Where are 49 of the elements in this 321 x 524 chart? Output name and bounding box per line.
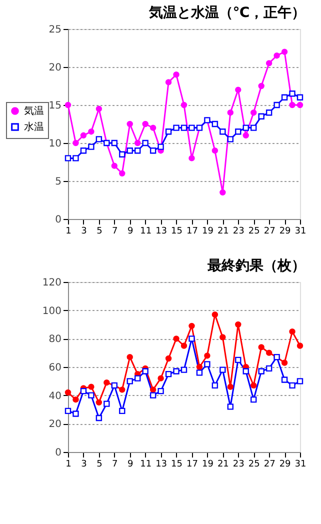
y-tick-label: 120 bbox=[42, 278, 62, 288]
x-tick-label: 9 bbox=[128, 226, 134, 236]
x-tick-label: 3 bbox=[81, 226, 87, 236]
y-tick-label: 80 bbox=[48, 334, 62, 346]
x-tick-label: 19 bbox=[202, 460, 214, 470]
x-tick-label: 11 bbox=[140, 226, 152, 236]
y-tick-label: 0 bbox=[55, 448, 62, 458]
x-tick-label: 29 bbox=[279, 226, 292, 236]
y-tick-label: 5 bbox=[55, 176, 62, 188]
x-tick-label: 7 bbox=[112, 460, 118, 470]
y-tick-label: 25 bbox=[48, 24, 62, 36]
x-tick-label: 21 bbox=[217, 460, 229, 470]
chart-title: 気温と水温（℃，正午） bbox=[148, 5, 306, 21]
x-tick-label: 29 bbox=[279, 460, 292, 470]
y-tick-label: 20 bbox=[48, 62, 62, 74]
y-tick-label: 0 bbox=[55, 214, 62, 226]
x-tick-label: 17 bbox=[186, 226, 198, 236]
x-tick-label: 7 bbox=[112, 226, 118, 236]
x-tick-label: 15 bbox=[171, 460, 182, 470]
x-tick-label: 3 bbox=[81, 460, 87, 470]
x-tick-label: 25 bbox=[248, 460, 260, 470]
y-tick-label: 10 bbox=[48, 138, 62, 150]
x-tick-label: 13 bbox=[156, 226, 168, 236]
x-tick-label: 1 bbox=[66, 226, 72, 236]
x-tick-label: 21 bbox=[217, 226, 229, 236]
y-tick-label: 20 bbox=[48, 419, 62, 430]
x-tick-label: 31 bbox=[294, 460, 306, 470]
chart-title: 最終釣果（枚） bbox=[206, 258, 306, 274]
x-tick-label: 27 bbox=[264, 460, 276, 470]
x-tick-label: 11 bbox=[140, 460, 152, 470]
x-tick-label: 23 bbox=[232, 460, 244, 470]
x-tick-label: 31 bbox=[294, 226, 306, 236]
x-tick-label: 25 bbox=[248, 226, 260, 236]
x-tick-label: 9 bbox=[128, 460, 134, 470]
x-tick-label: 15 bbox=[171, 226, 182, 236]
y-tick-label: 60 bbox=[48, 362, 62, 374]
y-tick-label: 100 bbox=[42, 306, 62, 317]
x-tick-label: 1 bbox=[66, 460, 72, 470]
y-tick-label: 40 bbox=[48, 390, 62, 402]
x-tick-label: 17 bbox=[186, 460, 198, 470]
x-tick-label: 5 bbox=[96, 226, 102, 236]
x-tick-label: 27 bbox=[264, 226, 276, 236]
x-tick-label: 13 bbox=[156, 460, 168, 470]
legend-label: 気温 bbox=[24, 105, 44, 117]
x-tick-label: 19 bbox=[202, 226, 214, 236]
y-tick-label: 15 bbox=[48, 100, 62, 112]
legend-label: 水温 bbox=[24, 121, 44, 133]
x-tick-label: 5 bbox=[96, 460, 102, 470]
x-tick-label: 23 bbox=[232, 226, 244, 236]
